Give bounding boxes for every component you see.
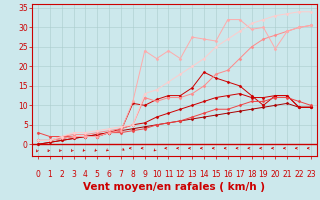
X-axis label: Vent moyen/en rafales ( km/h ): Vent moyen/en rafales ( km/h )	[84, 182, 265, 192]
